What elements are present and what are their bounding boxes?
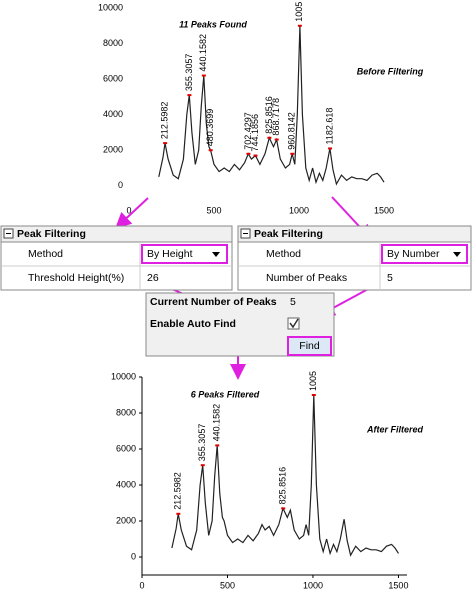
button-label[interactable]: Find	[299, 340, 320, 352]
x-tick-label: 1000	[303, 580, 323, 590]
dropdown-value[interactable]: By Number	[387, 248, 440, 260]
annotation: After Filtered	[366, 424, 424, 434]
peak-label: 355.3057	[197, 424, 207, 462]
y-tick-label: 2000	[116, 515, 136, 525]
x-tick-label: 500	[206, 205, 221, 215]
find-button[interactable]	[287, 336, 332, 356]
peak-label: 868.7178	[271, 98, 281, 136]
annotation: Before Filtering	[357, 66, 424, 76]
chart-title: 11 Peaks Found	[179, 19, 247, 29]
label: Enable Auto Find	[150, 318, 236, 330]
peak-label: 960.8142	[287, 112, 297, 150]
peak-label: 1005	[294, 2, 304, 22]
row-label: Threshold Height(%)	[28, 272, 124, 284]
find-dialog: Current Number of Peaks 5 Enable Auto Fi…	[145, 292, 335, 357]
row-label: Method	[266, 248, 301, 260]
peak-label: 702.4297	[243, 112, 253, 150]
peak-label: 825.8516	[264, 96, 274, 134]
peak-label: 825.8516	[278, 467, 288, 505]
row-label: Method	[28, 248, 63, 260]
y-tick-label: 4000	[103, 109, 123, 119]
panel-title: Peak Filtering	[17, 228, 86, 240]
y-tick-label: 2000	[103, 145, 123, 155]
panel-left: Peak Filtering Method By Height Threshol…	[0, 225, 233, 291]
x-tick-label: 0	[126, 205, 131, 215]
y-tick-label: 6000	[116, 443, 136, 453]
peak-label: 440.1582	[212, 404, 222, 442]
y-tick-label: 8000	[116, 407, 136, 417]
checkbox[interactable]	[287, 317, 300, 330]
y-tick-label: 0	[131, 551, 136, 561]
peak-label: 440.1582	[198, 34, 208, 72]
peak-label: 212.5982	[160, 102, 170, 140]
y-tick-label: 10000	[111, 371, 136, 381]
spectrum-line	[158, 25, 385, 186]
peak-label: 212.5982	[173, 472, 183, 510]
peak-label: 1005	[308, 371, 318, 391]
y-tick-label: 6000	[103, 73, 123, 83]
y-tick-label: 8000	[103, 38, 123, 48]
row-value[interactable]: 26	[147, 272, 159, 284]
dropdown[interactable]	[141, 244, 228, 264]
dropdown-value[interactable]: By Height	[147, 248, 193, 260]
x-tick-label: 0	[139, 580, 144, 590]
dropdown[interactable]	[381, 244, 468, 264]
peak-label: 1182.618	[324, 108, 334, 145]
y-tick-label: 0	[118, 180, 123, 190]
value: 5	[290, 296, 296, 308]
y-tick-label: 10000	[98, 2, 123, 12]
x-tick-label: 1500	[388, 580, 408, 590]
panel-right: Peak Filtering Method By Number Number o…	[237, 225, 472, 291]
peak-label: 480.3699	[205, 109, 215, 147]
row-label: Number of Peaks	[266, 272, 347, 284]
x-tick-label: 1000	[289, 205, 309, 215]
row-value[interactable]: 5	[387, 272, 393, 284]
x-tick-label: 500	[220, 580, 235, 590]
x-tick-label: 1500	[374, 205, 394, 215]
peak-label: 744.1856	[250, 114, 260, 152]
y-tick-label: 4000	[116, 479, 136, 489]
label: Current Number of Peaks	[150, 296, 277, 308]
chart-title: 6 Peaks Filtered	[191, 389, 260, 399]
spectrum-line	[171, 394, 400, 557]
peak-label: 355.3057	[184, 54, 194, 92]
panel-title: Peak Filtering	[254, 228, 323, 240]
